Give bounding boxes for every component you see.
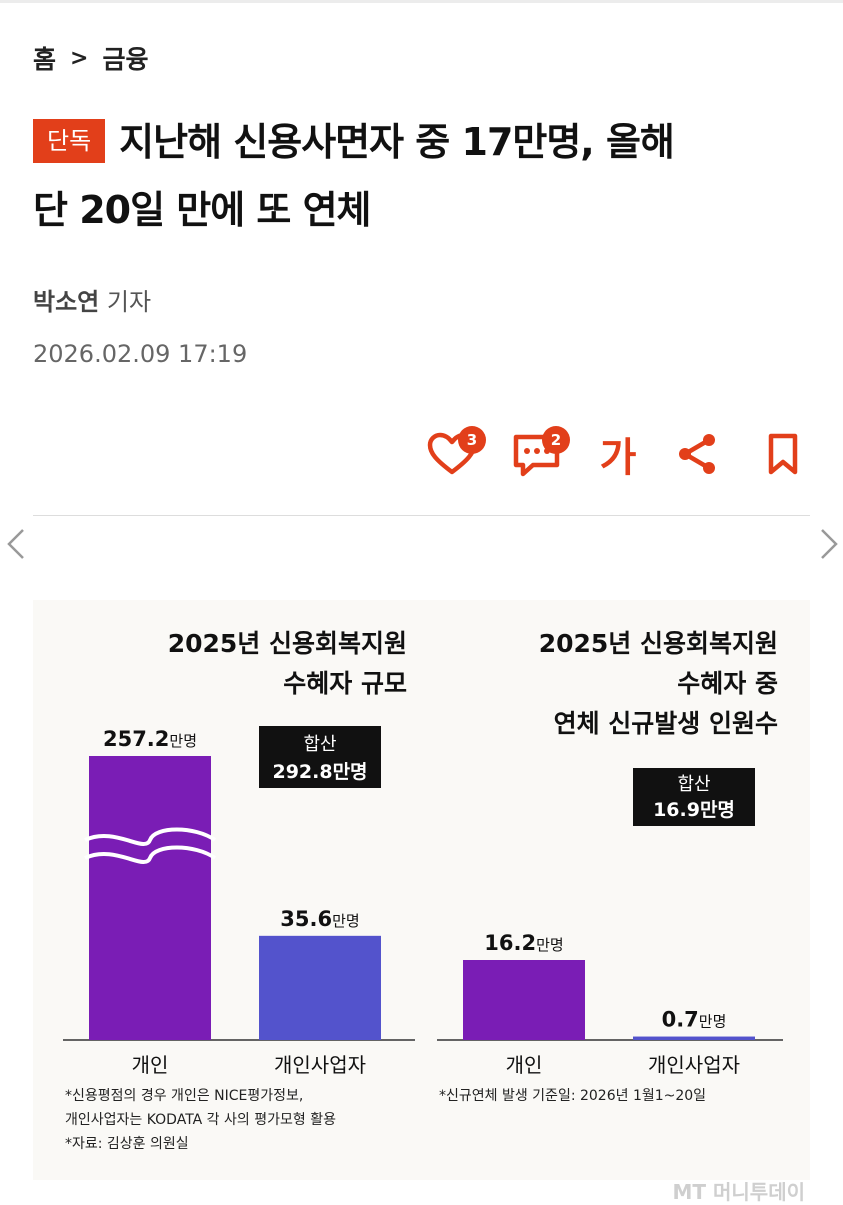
breadcrumb-home[interactable]: 홈 <box>33 45 57 74</box>
chart1-note-3: *자료: 김상훈 의원실 <box>65 1136 189 1152</box>
next-arrow-icon[interactable] <box>812 524 842 564</box>
article-actions: 3 2 가 <box>0 424 843 484</box>
chart2-bar-1 <box>463 960 585 1040</box>
like-button[interactable]: 3 <box>412 424 492 484</box>
chart1-total-box <box>259 726 381 788</box>
top-border <box>0 0 843 3</box>
author-name[interactable]: 박소연 <box>33 288 100 316</box>
chart2-title-line1: 2025년 신용회복지원 <box>539 629 778 658</box>
publish-date: 2026.02.09 17:19 <box>33 340 248 368</box>
author-role: 기자 <box>106 288 152 316</box>
byline: 박소연 기자 <box>33 282 151 317</box>
chart1-total-label: 합산 <box>303 734 336 755</box>
chart2-total-label: 합산 <box>677 774 710 795</box>
chart2-bar-2 <box>633 1036 755 1040</box>
chart1-total-value: 292.8만명 <box>272 761 367 783</box>
share-button[interactable] <box>668 424 726 484</box>
prev-arrow-icon[interactable] <box>3 524 33 564</box>
chart1-title-line2: 수혜자 규모 <box>283 669 407 698</box>
breadcrumb-category[interactable]: 금융 <box>102 45 149 74</box>
chart2-category-label-2: 개인사업자 <box>648 1053 740 1077</box>
headline-line-1: 지난해 신용사면자 중 17만명, 올해 <box>119 120 675 164</box>
chart1-value-label-2: 35.6만명 <box>280 907 359 931</box>
comment-count: 2 <box>542 426 570 454</box>
chart1-bar-2 <box>259 935 381 1040</box>
section-divider <box>33 515 810 516</box>
watermark: MT 머니투데이 <box>672 1180 805 1204</box>
chart1-note-2: 개인사업자는 KODATA 각 사의 평가모형 활용 <box>65 1112 336 1128</box>
chart1-title-line1: 2025년 신용회복지원 <box>168 629 407 658</box>
headline-line-2: 단 20일 만에 또 연체 <box>33 188 372 232</box>
chart1-bar-1 <box>89 756 211 1040</box>
chart1-value-label-1: 257.2만명 <box>103 727 197 751</box>
chart1-category-label-1: 개인 <box>132 1053 169 1077</box>
chart1-category-label-2: 개인사업자 <box>274 1053 366 1077</box>
chart2-note-1: *신규연체 발생 기준일: 2026년 1월1~20일 <box>439 1088 706 1104</box>
chart1-axis-break-line-1 <box>84 827 217 847</box>
chart2-total-value: 16.9만명 <box>653 799 735 821</box>
exclusive-badge: 단독 <box>33 119 106 163</box>
font-size-button[interactable]: 가 <box>599 435 637 481</box>
chart1-axis-break-line-2 <box>84 845 217 865</box>
bookmark-icon <box>768 433 798 475</box>
chart2-value-label-1: 16.2만명 <box>484 931 563 955</box>
chart2-category-label-1: 개인 <box>506 1053 543 1077</box>
comment-button[interactable]: 2 <box>498 424 578 484</box>
bookmark-button[interactable] <box>758 424 808 484</box>
chart1-note-1: *신용평점의 경우 개인은 NICE평가정보, <box>65 1088 303 1104</box>
chart2-total-box <box>633 768 755 826</box>
share-icon <box>679 434 715 474</box>
like-count: 3 <box>458 426 486 454</box>
chart2-value-label-2: 0.7만명 <box>662 1008 727 1032</box>
chart2-title-line3: 연체 신규발생 인원수 <box>554 709 778 738</box>
chart2-title-line2: 수혜자 중 <box>677 669 778 698</box>
breadcrumb-separator: > <box>70 45 89 71</box>
breadcrumb: 홈 > 금융 <box>33 40 148 76</box>
article-headline: 단독 지난해 신용사면자 중 17만명, 올해 단 20일 만에 또 연체 <box>33 108 813 244</box>
